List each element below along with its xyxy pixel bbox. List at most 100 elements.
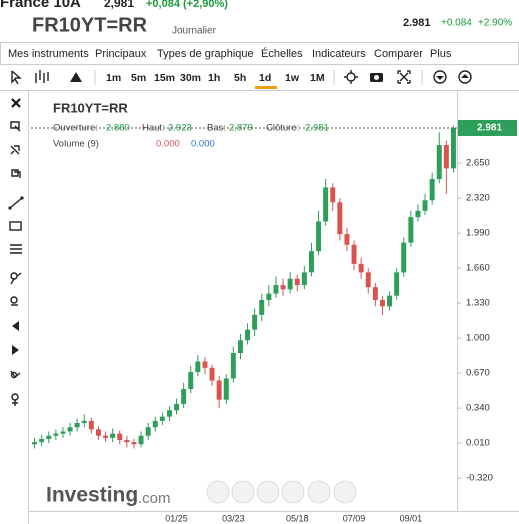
candle-body bbox=[337, 202, 343, 235]
x-tick-label: 07/09 bbox=[343, 513, 366, 523]
candle-body bbox=[202, 361, 208, 368]
candle-body bbox=[387, 295, 393, 307]
candle-body bbox=[166, 410, 172, 417]
candle-body bbox=[131, 442, 137, 445]
legend-high-label: Haut: bbox=[142, 123, 165, 134]
symbol: FR10YT=RR bbox=[32, 14, 148, 36]
candle-body bbox=[188, 372, 194, 390]
side-tools[interactable] bbox=[8, 98, 24, 406]
toolbar-icons[interactable] bbox=[11, 70, 472, 85]
candle-body bbox=[252, 314, 258, 330]
candle-body bbox=[60, 431, 66, 434]
menu-item[interactable]: Plus bbox=[430, 48, 452, 60]
legend-close-label: Clôture: bbox=[266, 123, 299, 134]
candle-body bbox=[230, 352, 236, 379]
candle-body bbox=[443, 145, 449, 169]
candle-body bbox=[308, 251, 314, 273]
candle-body bbox=[344, 234, 350, 245]
candle-body bbox=[266, 293, 272, 300]
period: Journalier bbox=[172, 26, 217, 37]
x-tick-label: 03/23 bbox=[222, 513, 245, 523]
legend-volume-b: 0.000 bbox=[191, 139, 215, 150]
candle-body bbox=[67, 427, 73, 432]
candle-body bbox=[145, 427, 151, 436]
last-price-label: 2.981 bbox=[477, 123, 502, 134]
y-tick-label: 1.000 bbox=[466, 333, 490, 344]
timeframe[interactable]: 1m bbox=[106, 72, 121, 84]
candle-body bbox=[138, 435, 144, 445]
candle-body bbox=[124, 439, 130, 443]
candle-body bbox=[245, 329, 251, 341]
timeframe[interactable]: 5h bbox=[234, 72, 246, 84]
x-tick-label: 05/18 bbox=[286, 513, 309, 523]
menu-item[interactable]: Comparer bbox=[374, 48, 423, 60]
timeframe[interactable]: 15m bbox=[154, 72, 175, 84]
timeframe[interactable]: 30m bbox=[180, 72, 201, 84]
candle-body bbox=[209, 367, 215, 381]
menu-item[interactable]: Indicateurs bbox=[312, 48, 366, 60]
candle-body bbox=[330, 187, 336, 203]
candle-body bbox=[174, 403, 180, 411]
candle-body bbox=[88, 420, 94, 430]
menu-item[interactable]: Types de graphique bbox=[157, 48, 254, 60]
y-tick-label: 0.010 bbox=[466, 438, 490, 449]
timeframe[interactable]: 1d bbox=[259, 72, 271, 84]
timeframe[interactable]: 1h bbox=[208, 72, 220, 84]
candle-body bbox=[259, 299, 265, 315]
menu-item[interactable]: Principaux bbox=[95, 48, 147, 60]
candle-body bbox=[401, 242, 407, 273]
candle-body bbox=[195, 361, 201, 373]
y-tick-label: 1.330 bbox=[466, 298, 490, 309]
brand-suffix: .com bbox=[138, 490, 171, 507]
candle-body bbox=[450, 127, 456, 169]
candle-body bbox=[415, 210, 421, 218]
y-tick-label: 2.650 bbox=[466, 158, 490, 169]
timeframe[interactable]: 5m bbox=[131, 72, 146, 84]
candle-body bbox=[39, 438, 45, 443]
timeframe[interactable]: 1w bbox=[285, 72, 300, 84]
y-tick-label: 0.670 bbox=[466, 368, 490, 379]
price-right: 2.981 bbox=[403, 17, 431, 29]
menu-item[interactable]: Échelles bbox=[261, 47, 303, 60]
candle-body bbox=[216, 380, 222, 400]
candle-body bbox=[287, 278, 293, 290]
candle-body bbox=[372, 287, 378, 300]
candle-body bbox=[103, 435, 109, 438]
candle-body bbox=[429, 178, 435, 201]
candle-body bbox=[358, 263, 364, 273]
candle-body bbox=[159, 416, 165, 421]
nav-buttons[interactable] bbox=[206, 480, 357, 504]
legend-volume-label: Volume (9) bbox=[53, 139, 99, 150]
candle-body bbox=[181, 389, 187, 404]
candle-body bbox=[394, 272, 400, 296]
candle-body bbox=[280, 285, 286, 290]
price: 2,981 bbox=[104, 0, 134, 10]
candle-body bbox=[46, 435, 52, 439]
y-tick-label: 0.340 bbox=[466, 403, 490, 414]
legend-open: 2.880 bbox=[106, 123, 130, 134]
candle-body bbox=[273, 285, 279, 294]
candle-body bbox=[365, 272, 371, 288]
y-tick-label: 2.320 bbox=[466, 193, 490, 204]
change-right: +0.084 bbox=[441, 18, 472, 29]
candle-body bbox=[422, 200, 428, 211]
candle-body bbox=[301, 272, 307, 286]
change: +0,084 (+2,90%) bbox=[146, 0, 228, 10]
candle-body bbox=[95, 429, 101, 436]
y-tick-label: 1.660 bbox=[466, 263, 490, 274]
candle-body bbox=[351, 244, 357, 264]
candle-body bbox=[408, 217, 414, 243]
last-price-tag bbox=[458, 119, 517, 136]
timeframe[interactable]: 1M bbox=[310, 72, 325, 84]
candle-body bbox=[152, 420, 158, 428]
candle-body bbox=[436, 145, 442, 179]
menu-item[interactable]: Mes instruments bbox=[8, 48, 89, 60]
candle-body bbox=[316, 221, 322, 252]
candle-body bbox=[379, 299, 385, 307]
legend-volume-a: 0.000 bbox=[156, 139, 180, 150]
candle-body bbox=[237, 340, 243, 353]
candle-body bbox=[81, 420, 87, 424]
candle-body bbox=[223, 378, 229, 400]
candle-body bbox=[323, 187, 329, 222]
